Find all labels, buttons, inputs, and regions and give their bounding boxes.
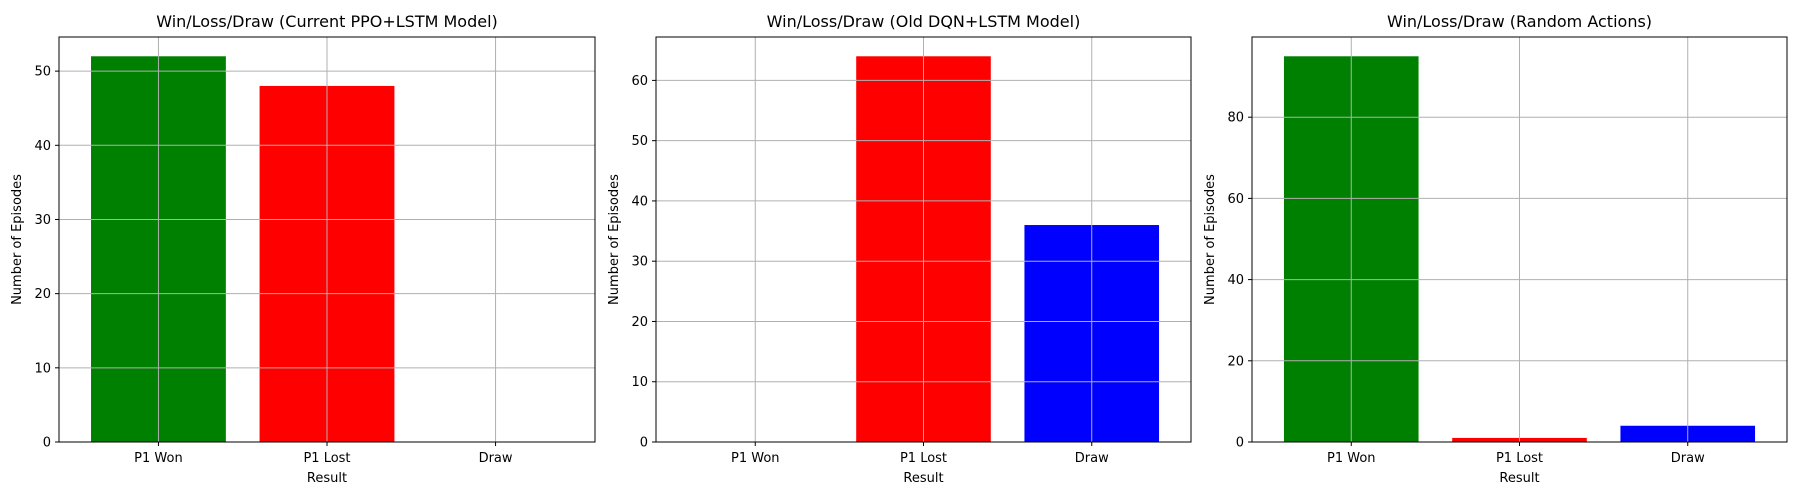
- y-tick-label: 30: [34, 213, 51, 228]
- x-tick-label: P1 Lost: [303, 451, 350, 466]
- y-tick-label: 0: [43, 436, 51, 451]
- y-tick-label: 80: [1227, 111, 1244, 126]
- y-axis-label: Number of Episodes: [10, 174, 25, 305]
- y-axis-label: Number of Episodes: [1203, 174, 1218, 305]
- axes-frame: [1251, 36, 1788, 443]
- x-tick-label: P1 Lost: [900, 451, 947, 466]
- y-tick-label: 40: [1227, 273, 1244, 288]
- x-tick-label: P1 Won: [731, 451, 780, 466]
- x-axis-label: Result: [307, 471, 347, 486]
- y-tick-label: 30: [631, 255, 648, 270]
- y-tick-label: 40: [631, 194, 648, 209]
- y-tick-label: 60: [1227, 192, 1244, 207]
- y-tick-label: 0: [640, 436, 648, 451]
- x-tick-label: Draw: [1075, 451, 1109, 466]
- x-tick-label: P1 Lost: [1496, 451, 1543, 466]
- chart-panel-2: 0 10 20 30 40 50 60 P1 Won P1 Lost Draw Win/Loss/D…: [607, 12, 1192, 486]
- x-tick-label: P1 Won: [134, 451, 183, 466]
- chart-panel-1: 0 10 20 30 40 50 P1 Won P1 Lost Draw Win/Loss/Dra…: [10, 12, 596, 486]
- chart-title: Win/Loss/Draw (Random Actions): [1387, 12, 1652, 31]
- y-tick-label: 20: [631, 315, 648, 330]
- x-axis-label: Result: [1499, 471, 1539, 486]
- y-tick-label: 10: [34, 361, 51, 376]
- x-axis-label: Result: [903, 471, 943, 486]
- chart-panel-3: 0 20 40 60 80 P1 Won P1 Lost Draw Win/Loss/Draw …: [1203, 12, 1788, 486]
- y-tick-label: 50: [631, 134, 648, 149]
- chart-title: Win/Loss/Draw (Current PPO+LSTM Model): [156, 12, 498, 31]
- y-tick-label: 20: [34, 287, 51, 302]
- x-tick-label: Draw: [479, 451, 513, 466]
- y-tick-label: 0: [1236, 436, 1244, 451]
- y-tick-label: 40: [34, 139, 51, 154]
- axes-frame: [58, 36, 596, 443]
- chart-title: Win/Loss/Draw (Old DQN+LSTM Model): [767, 12, 1081, 31]
- y-axis-label: Number of Episodes: [607, 174, 622, 305]
- x-tick-label: P1 Won: [1327, 451, 1376, 466]
- y-tick-label: 10: [631, 375, 648, 390]
- axes-frame: [655, 36, 1192, 443]
- y-tick-label: 20: [1227, 354, 1244, 369]
- y-tick-label: 60: [631, 74, 648, 89]
- y-tick-label: 50: [34, 65, 51, 80]
- x-tick-label: Draw: [1671, 451, 1705, 466]
